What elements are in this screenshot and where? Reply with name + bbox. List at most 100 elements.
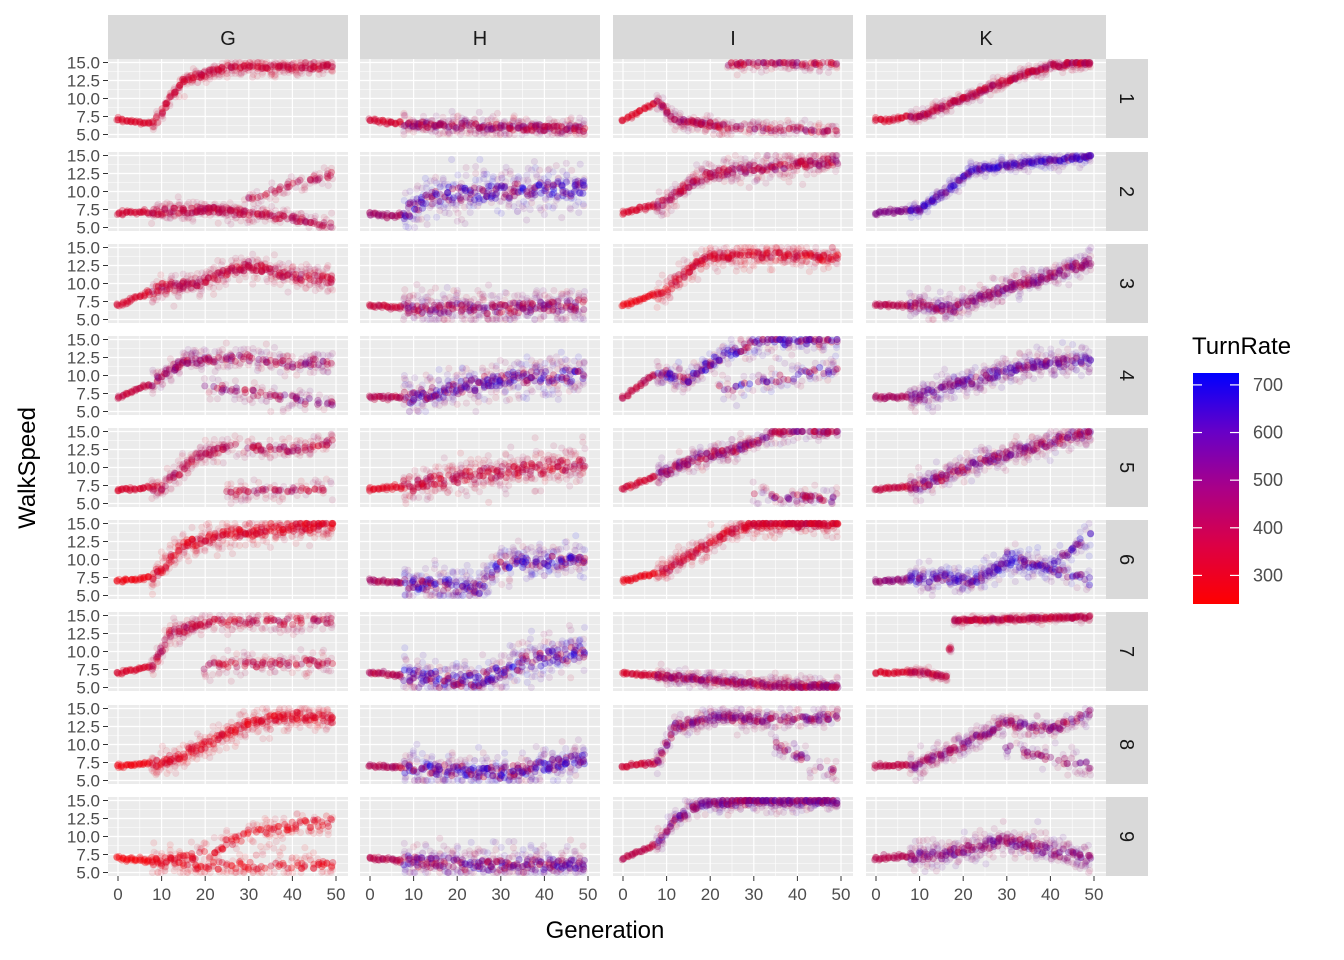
data-point	[158, 272, 165, 279]
data-point	[432, 285, 439, 292]
data-point	[514, 208, 521, 215]
data-point	[327, 285, 334, 292]
data-point	[550, 169, 557, 176]
data-point	[319, 180, 326, 187]
data-point	[324, 264, 331, 271]
data-point	[454, 287, 461, 294]
data-point	[249, 251, 256, 258]
data-point	[298, 175, 305, 182]
data-point	[671, 203, 678, 210]
data-point	[662, 103, 669, 110]
data-point	[834, 131, 841, 138]
data-point	[328, 272, 335, 279]
data-point	[435, 198, 442, 205]
data-point	[171, 303, 178, 310]
data-point	[400, 316, 407, 323]
panel-i-1	[613, 59, 853, 138]
data-point	[763, 180, 770, 187]
data-point	[216, 284, 223, 291]
data-point	[210, 291, 217, 298]
data-point	[494, 110, 501, 117]
data-point	[925, 285, 932, 292]
data-point	[411, 224, 418, 231]
data-point	[947, 291, 954, 298]
data-point	[799, 181, 806, 188]
data-point	[498, 210, 505, 217]
data-point	[293, 184, 300, 191]
data-point	[148, 220, 155, 227]
data-point	[488, 292, 495, 299]
data-point	[210, 285, 217, 292]
data-point	[273, 197, 280, 204]
data-point	[558, 214, 565, 221]
data-point	[525, 179, 532, 186]
panel-g-3	[108, 244, 348, 323]
data-point	[656, 189, 663, 196]
data-point	[541, 313, 548, 320]
data-point	[693, 170, 700, 177]
data-point	[172, 272, 179, 279]
data-point	[580, 190, 587, 197]
data-point	[549, 299, 556, 306]
data-point	[786, 179, 793, 186]
data-point	[181, 93, 188, 100]
data-point	[472, 163, 479, 170]
data-point	[258, 198, 265, 205]
data-point	[811, 264, 818, 271]
data-point	[402, 286, 409, 293]
data-point	[746, 184, 753, 191]
data-point	[667, 295, 674, 302]
panel-g-1	[108, 59, 348, 138]
data-point	[514, 177, 521, 184]
data-point	[531, 158, 538, 165]
data-point	[991, 275, 998, 282]
data-point	[422, 299, 429, 306]
data-point	[407, 188, 414, 195]
data-point	[963, 98, 970, 105]
data-point	[514, 313, 521, 320]
data-point	[329, 176, 336, 183]
data-point	[832, 168, 839, 175]
data-point	[472, 170, 479, 177]
data-point	[325, 182, 332, 189]
data-point	[1087, 158, 1094, 165]
data-point	[759, 174, 766, 181]
data-point	[463, 164, 470, 171]
data-point	[328, 169, 335, 176]
data-point	[580, 316, 587, 323]
data-point	[672, 127, 679, 134]
data-point	[523, 217, 530, 224]
data-point	[249, 281, 256, 288]
panel-h-1	[360, 59, 600, 138]
data-point	[581, 294, 588, 301]
data-point	[580, 179, 587, 186]
data-point	[754, 152, 761, 159]
data-point	[734, 72, 741, 79]
data-point	[455, 172, 462, 179]
data-point	[190, 218, 197, 225]
data-point	[960, 180, 967, 187]
data-point	[219, 258, 226, 265]
data-point	[567, 290, 574, 297]
data-point	[457, 131, 464, 138]
data-point	[553, 197, 560, 204]
data-point	[581, 306, 588, 313]
data-point	[541, 211, 548, 218]
data-point	[271, 252, 278, 259]
data-point	[271, 280, 278, 287]
data-point	[580, 201, 587, 208]
data-point	[413, 206, 420, 213]
data-point	[462, 220, 469, 227]
data-point	[272, 74, 279, 81]
data-point	[553, 162, 560, 169]
data-point	[767, 267, 774, 274]
data-point	[467, 209, 474, 216]
data-point	[742, 155, 749, 162]
data-point	[485, 282, 492, 289]
data-point	[654, 304, 661, 311]
data-point	[312, 213, 319, 220]
data-point	[479, 291, 486, 298]
data-point	[527, 206, 534, 213]
data-point	[153, 297, 160, 304]
